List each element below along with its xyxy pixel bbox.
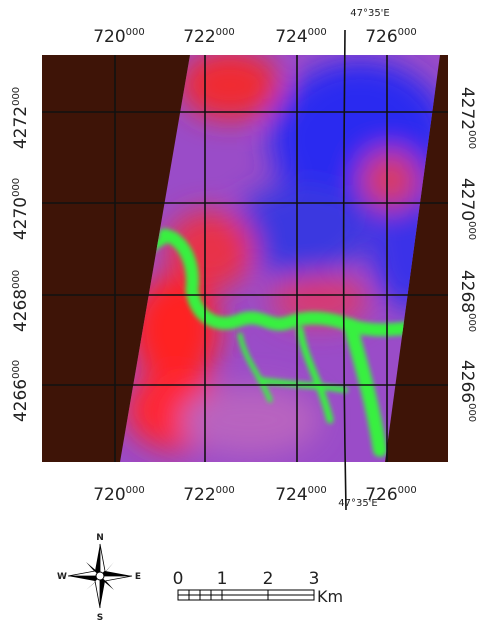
label-main: 4266 bbox=[457, 360, 477, 403]
grid-label: 722000 bbox=[183, 485, 235, 505]
label-main: 722 bbox=[183, 485, 215, 505]
grid-label: 4268000 bbox=[11, 270, 31, 332]
grid-label: 4270000 bbox=[11, 178, 31, 240]
grid-label: 726000 bbox=[365, 27, 417, 47]
label-sup: 000 bbox=[466, 403, 477, 422]
north-arrow: N E S W bbox=[57, 533, 141, 620]
label-main: 720 bbox=[93, 485, 125, 505]
scale-tick: 1 bbox=[217, 569, 228, 589]
grid-label: 4266000 bbox=[11, 360, 31, 422]
grid bbox=[42, 29, 448, 511]
label-main: 4272 bbox=[457, 87, 477, 130]
longitude-label: 47°35'E bbox=[338, 498, 378, 509]
label-sup: 000 bbox=[216, 27, 235, 38]
label-sup: 000 bbox=[466, 130, 477, 149]
grid-label: 720000 bbox=[93, 27, 145, 47]
grid-label: 722000 bbox=[183, 27, 235, 47]
compass-w: W bbox=[57, 572, 67, 582]
compass-n: N bbox=[96, 533, 104, 543]
label-main: 726 bbox=[365, 27, 397, 47]
label-sup: 000 bbox=[398, 485, 417, 496]
grid-label: 724000 bbox=[275, 485, 327, 505]
label-sup: 000 bbox=[308, 27, 327, 38]
grid-label: 720000 bbox=[93, 485, 145, 505]
label-main: 726 bbox=[365, 485, 397, 505]
label-main: 4270 bbox=[11, 197, 31, 240]
compass-s: S bbox=[97, 613, 103, 620]
label-sup: 000 bbox=[11, 87, 22, 106]
label-sup: 000 bbox=[216, 485, 235, 496]
label-sup: 000 bbox=[466, 313, 477, 332]
grid-label: 4272000 bbox=[457, 87, 477, 149]
label-main: 724 bbox=[275, 485, 307, 505]
longitude-label: 47°35'E bbox=[350, 8, 390, 19]
label-sup: 000 bbox=[126, 27, 145, 38]
compass-e: E bbox=[135, 572, 141, 582]
scale-unit: Km bbox=[317, 587, 343, 606]
label-main: 724 bbox=[275, 27, 307, 47]
scale-tick: 2 bbox=[263, 569, 274, 589]
label-sup: 000 bbox=[398, 27, 417, 38]
label-main: 4268 bbox=[11, 289, 31, 332]
grid-labels: 7200007200007220007220007240007240007260… bbox=[11, 27, 477, 505]
grid-label: 4272000 bbox=[11, 87, 31, 149]
label-main: 4272 bbox=[11, 106, 31, 149]
label-main: 4266 bbox=[11, 379, 31, 422]
label-sup: 000 bbox=[11, 360, 22, 379]
scale-tick: 0 bbox=[173, 569, 184, 589]
label-main: 4268 bbox=[457, 270, 477, 313]
grid-label: 726000 bbox=[365, 485, 417, 505]
label-sup: 000 bbox=[11, 178, 22, 197]
longitude-line bbox=[342, 29, 347, 511]
label-sup: 000 bbox=[11, 270, 22, 289]
scale-tick: 3 bbox=[309, 569, 320, 589]
label-main: 720 bbox=[93, 27, 125, 47]
label-sup: 000 bbox=[466, 221, 477, 240]
grid-label: 724000 bbox=[275, 27, 327, 47]
label-main: 722 bbox=[183, 27, 215, 47]
scale-bar: 0 1 2 3 Km bbox=[173, 569, 343, 606]
grid-label: 4270000 bbox=[457, 178, 477, 240]
grid-label: 4268000 bbox=[457, 270, 477, 332]
label-sup: 000 bbox=[308, 485, 327, 496]
grid-label: 4266000 bbox=[457, 360, 477, 422]
label-main: 4270 bbox=[457, 178, 477, 221]
label-sup: 000 bbox=[126, 485, 145, 496]
